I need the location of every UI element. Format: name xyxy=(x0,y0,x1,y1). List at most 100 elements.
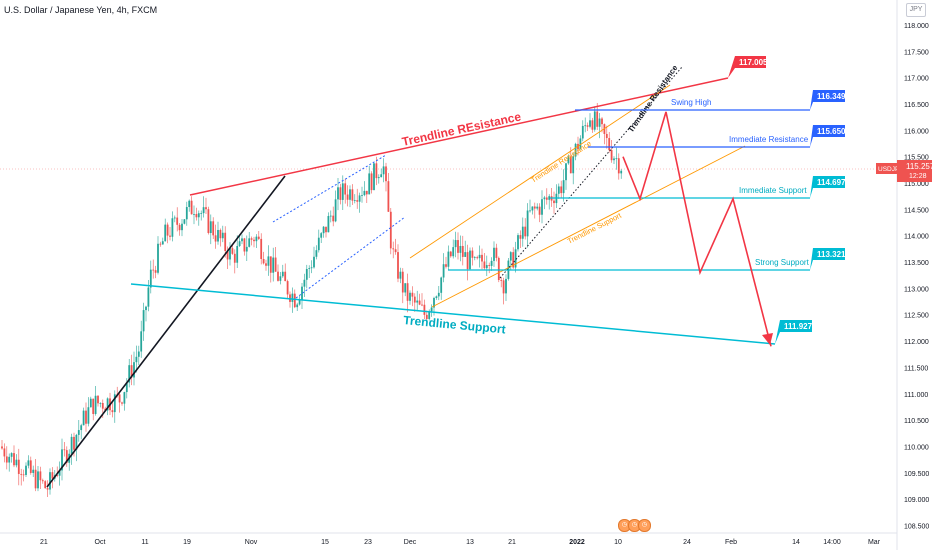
candle-body xyxy=(97,395,99,404)
candle-body xyxy=(284,271,287,282)
candle-body xyxy=(245,246,248,252)
tag-111927[interactable]: 111.927 xyxy=(775,320,813,344)
candle-body xyxy=(514,249,517,268)
candle-body xyxy=(375,163,378,179)
candle-body xyxy=(322,226,325,234)
tag-114697[interactable]: 114.697 xyxy=(810,176,846,198)
candle-body xyxy=(145,306,147,311)
candle-body xyxy=(598,118,601,127)
candle-body xyxy=(22,474,25,476)
candle-body xyxy=(305,268,308,280)
price-tick-label: 109.500 xyxy=(904,471,929,478)
candle-body xyxy=(13,453,15,466)
candle-body xyxy=(325,226,327,233)
candle-body xyxy=(581,125,584,139)
time-tick-label: 24 xyxy=(683,539,691,546)
price-tick-label: 116.500 xyxy=(904,102,929,109)
candle-body xyxy=(572,156,575,174)
candle-body xyxy=(279,276,282,281)
candle-body xyxy=(356,200,359,202)
candle-body xyxy=(260,238,263,260)
scale-buttons[interactable]: ◷ ◷ ◷ xyxy=(618,519,651,532)
candle-body xyxy=(454,240,457,248)
candle-body xyxy=(231,248,234,254)
tag-116349-text: 116.349 xyxy=(817,92,846,101)
candle-body xyxy=(617,158,620,174)
candlestick-series xyxy=(1,103,623,498)
candle-body xyxy=(224,232,227,252)
price-tick-label: 112.000 xyxy=(904,339,929,346)
candle-body xyxy=(509,252,512,261)
candle-body xyxy=(397,252,399,279)
candle-body xyxy=(188,200,191,208)
tag-115650[interactable]: 115.650 xyxy=(810,125,846,147)
orange-channel-lower xyxy=(431,145,746,308)
candle-body xyxy=(10,453,13,457)
candle-body xyxy=(185,207,188,220)
candle-body xyxy=(171,218,174,237)
tag-116349[interactable]: 116.349 xyxy=(810,90,846,110)
time-axis[interactable]: 21 Oct 11 19 Nov 15 23 Dec 13 21 2022 10 24 Feb 14 14:0… xyxy=(40,539,881,546)
candle-body xyxy=(488,265,491,266)
time-tick-label: 10 xyxy=(614,539,622,546)
candle-body xyxy=(466,252,469,270)
candle-body xyxy=(202,207,205,214)
price-tick-label: 112.500 xyxy=(904,313,929,320)
candle-body xyxy=(281,271,284,277)
candle-body xyxy=(505,278,507,294)
candle-body xyxy=(207,209,210,234)
candle-body xyxy=(526,210,529,237)
candle-body xyxy=(236,246,239,263)
price-tick-label: 117.000 xyxy=(904,76,929,83)
trendline-resistance-label: Trendline REsistance xyxy=(401,109,523,149)
candle-body xyxy=(373,163,375,191)
price-tick-label: 113.000 xyxy=(904,286,929,293)
candle-body xyxy=(238,241,241,247)
candle-body xyxy=(101,402,104,409)
candle-body xyxy=(44,481,47,489)
candle-body xyxy=(500,279,503,281)
candle-body xyxy=(123,392,126,404)
candle-body xyxy=(85,410,87,424)
candle-body xyxy=(70,436,73,454)
price-tick-label: 114.000 xyxy=(904,234,929,241)
candle-body xyxy=(104,408,107,411)
candle-body xyxy=(212,221,215,236)
candle-body xyxy=(442,264,445,278)
tag-117005[interactable]: 117.005 xyxy=(728,56,768,78)
current-price-badge[interactable]: USDJPY 115.257 12:28 xyxy=(876,160,932,182)
candle-body xyxy=(267,256,270,266)
candle-body xyxy=(183,219,186,224)
scale-button-icon[interactable]: ◷ xyxy=(638,519,651,532)
trendline-resistance[interactable] xyxy=(189,77,729,196)
tag-113321[interactable]: 113.321 xyxy=(810,248,846,270)
candle-body xyxy=(320,233,323,238)
currency-button[interactable]: JPY xyxy=(906,3,926,17)
candle-body xyxy=(531,206,534,211)
channel-resistance-label: Trendline Resistance xyxy=(529,139,593,185)
candle-body xyxy=(620,170,623,174)
candle-body xyxy=(351,189,354,201)
time-tick-label: 13 xyxy=(466,539,474,546)
trendline-support[interactable] xyxy=(130,283,776,345)
candle-body xyxy=(217,229,219,242)
price-tick-label: 111.000 xyxy=(904,392,928,399)
candle-body xyxy=(226,251,229,260)
candle-body xyxy=(533,206,536,209)
candle-body xyxy=(593,111,596,130)
candle-body xyxy=(517,235,519,250)
candle-body xyxy=(61,449,63,471)
rising-trendline xyxy=(46,175,286,488)
candle-body xyxy=(339,187,342,200)
candle-body xyxy=(152,269,155,271)
candle-body xyxy=(313,256,315,268)
dotted-channel-lower xyxy=(295,216,406,299)
candle-body xyxy=(56,475,59,476)
candle-body xyxy=(159,243,162,245)
candle-body xyxy=(301,286,303,300)
candle-body xyxy=(178,224,181,231)
price-axis[interactable]: 118.000 117.500 117.000 116.500 116.000 115.5… xyxy=(904,23,929,530)
candle-body xyxy=(541,199,543,215)
candle-body xyxy=(418,300,421,305)
